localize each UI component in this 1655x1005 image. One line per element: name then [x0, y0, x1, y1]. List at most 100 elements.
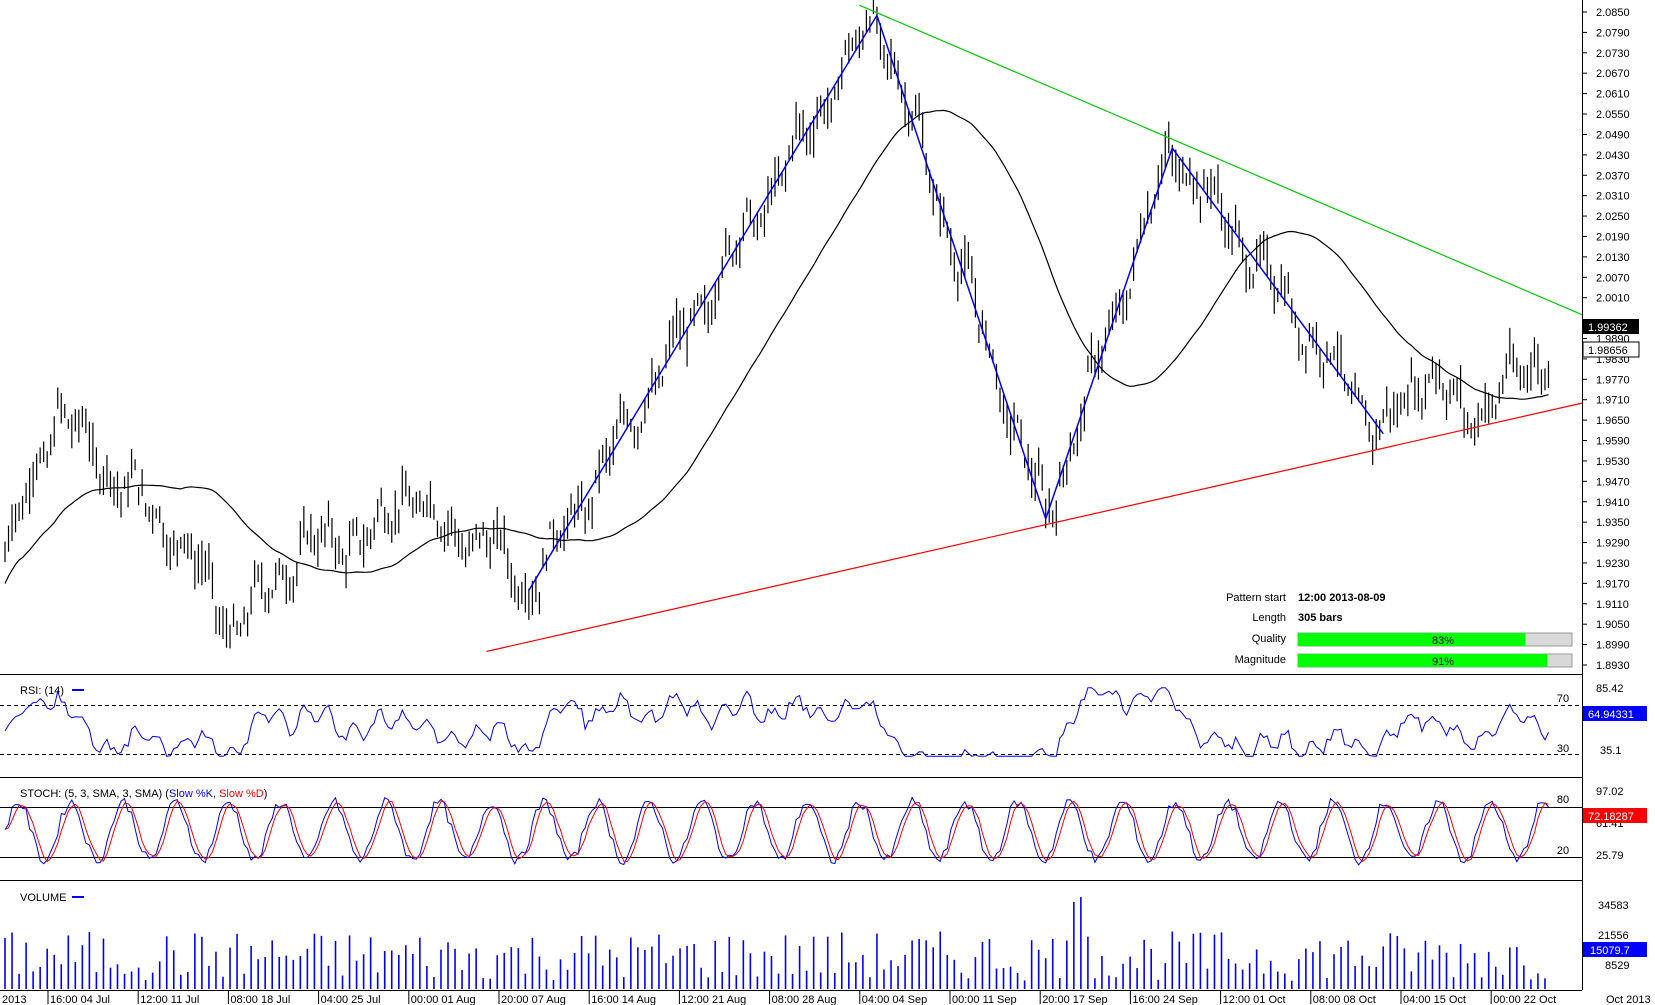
time-tick-label: 08:00 18 Jul	[230, 994, 290, 1005]
volume-value-badge-text: 15079.7	[1590, 945, 1630, 957]
price-tick-label: 2.0850	[1596, 7, 1630, 19]
magnitude-label: Magnitude	[1235, 654, 1286, 666]
rsi-level-30-label: 30	[1557, 743, 1569, 755]
stoch-title-suffix: )	[264, 788, 268, 800]
price-tick-label: 1.9350	[1596, 517, 1630, 529]
last-price-badge-text: 1.98656	[1588, 345, 1628, 357]
stoch-panel: STOCH: (5, 3, SMA, 3, SMA) (Slow %K, Slo…	[0, 786, 1647, 866]
volume-axis-tick-bottom: 8529	[1605, 960, 1629, 972]
price-tick-label: 2.0430	[1596, 150, 1630, 162]
price-tick-label: 2.0070	[1596, 272, 1630, 284]
stoch-title-sep: ,	[213, 788, 219, 800]
time-tick-label: 08:00 28 Aug	[772, 994, 837, 1005]
price-tick-label: 1.9170	[1596, 578, 1630, 590]
stoch-level-20-label: 20	[1557, 845, 1569, 857]
price-tick-label: 2.0010	[1596, 293, 1630, 305]
stoch-value-badge	[1583, 808, 1647, 823]
price-tick-label: 2.0190	[1596, 231, 1630, 243]
stoch-value-badge-text: 72.18287	[1588, 811, 1634, 823]
ma-value-badge-text: 1.99362	[1588, 322, 1628, 334]
stoch-level-80-label: 80	[1557, 794, 1569, 806]
moving-average-line	[4, 109, 1549, 584]
quality-label: Quality	[1252, 633, 1287, 645]
stoch-title-prefix: STOCH: (5, 3, SMA, 3, SMA) (	[20, 788, 169, 800]
price-tick-label: 1.9110	[1596, 599, 1629, 611]
pattern-info: Pattern start 12:00 2013-08-09 Length 30…	[1226, 592, 1573, 668]
price-tick-label: 1.9650	[1596, 415, 1630, 427]
price-tick-label: 1.9590	[1596, 436, 1630, 448]
volume-title: VOLUME	[20, 892, 66, 904]
time-tick-label: 12:00 01 Oct	[1223, 994, 1286, 1005]
stoch-k-label: Slow %K	[169, 788, 214, 800]
price-tick-label: 2.0550	[1596, 109, 1630, 121]
time-tick-label: 00:00 01 Aug	[411, 994, 476, 1005]
time-tick-label: 04:00 25 Jul	[321, 994, 381, 1005]
price-tick-label: 2.0370	[1596, 170, 1630, 182]
rsi-value-badge	[1583, 706, 1647, 721]
price-tick-label: 2.0130	[1596, 252, 1630, 264]
volume-bars	[4, 897, 1546, 989]
stoch-d-label: Slow %D	[219, 788, 264, 800]
time-tick-label: 20:00 07 Aug	[501, 994, 566, 1005]
time-tick-label: 08:00 08 Oct	[1313, 994, 1376, 1005]
volume-axis-tick-top: 34583	[1598, 900, 1629, 912]
price-tick-label: 2.0790	[1596, 27, 1630, 39]
price-axis: 2.0850 2.0790 2.0730 2.0670 2.0610 2.0550 2.04…	[1582, 7, 1630, 672]
price-tick-label: 1.9410	[1596, 497, 1630, 509]
magnitude-value: 91%	[1432, 656, 1454, 668]
stoch-d-line	[4, 800, 1549, 863]
volume-value-badge	[1583, 942, 1647, 957]
stoch-title: STOCH: (5, 3, SMA, 3, SMA) (Slow %K, Slo…	[20, 788, 267, 800]
price-tick-label: 1.9230	[1596, 558, 1630, 570]
rsi-axis-tick-top: 85.42	[1596, 683, 1624, 695]
volume-panel: VOLUME 34583 21556 8529 15079.7	[4, 892, 1647, 989]
price-tick-label: 2.0670	[1596, 68, 1630, 80]
time-tick-label: 04:00 15 Oct	[1403, 994, 1466, 1005]
rsi-title: RSI: (14)	[20, 685, 64, 697]
time-tick-label: 04:00 04 Sep	[862, 994, 927, 1005]
rsi-axis-tick-bottom: 35.1	[1600, 745, 1621, 757]
price-tick-label: 2.0250	[1596, 211, 1630, 223]
price-tick-label: 1.9470	[1596, 476, 1630, 488]
last-price-badge	[1582, 341, 1640, 358]
stoch-axis-tick-top: 97.02	[1596, 786, 1624, 798]
pattern-start-value: 12:00 2013-08-09	[1298, 592, 1385, 604]
stoch-axis-tick-bottom: 25.79	[1596, 850, 1624, 862]
price-tick-label: 1.9050	[1596, 619, 1630, 631]
price-tick-label: 2.0610	[1596, 89, 1630, 101]
time-tick-label: 12:00 21 Aug	[681, 994, 746, 1005]
time-tick-label: 16:00 04 Jul	[50, 994, 110, 1005]
rsi-line	[4, 687, 1549, 757]
price-tick-label: 1.9530	[1596, 456, 1630, 468]
quality-value: 83%	[1432, 635, 1454, 647]
price-tick-label: 1.8990	[1596, 640, 1630, 652]
price-tick-label: 2.0490	[1596, 129, 1630, 141]
time-tick-label: 12:00 11 Jul	[140, 994, 199, 1005]
resistance-trendline	[859, 4, 1582, 316]
panel-frames	[0, 0, 1583, 991]
time-tick-label: 2013	[2, 994, 26, 1005]
ma-value-badge	[1583, 319, 1639, 334]
rsi-panel: RSI: (14) 70 30 85.42 35.1 64.94331	[0, 683, 1647, 757]
magnitude-bar-fill	[1298, 654, 1548, 667]
time-tick-label: 16:00 24 Sep	[1132, 994, 1197, 1005]
pattern-zigzag	[528, 13, 1384, 591]
price-tick-label: 1.8930	[1596, 660, 1630, 672]
time-tick-label: 16:00 14 Aug	[591, 994, 656, 1005]
stoch-k-line	[4, 796, 1549, 866]
price-tick-label: 2.0310	[1596, 191, 1630, 203]
quality-bar-fill	[1298, 633, 1526, 646]
length-label: Length	[1252, 612, 1286, 624]
pattern-start-label: Pattern start	[1226, 592, 1286, 604]
time-axis: 2013 16:00 04 Jul 12:00 11 Jul 08:00 18 Jul…	[2, 990, 1651, 1005]
price-tick-label: 2.0730	[1596, 48, 1630, 60]
price-tick-label: 1.9290	[1596, 538, 1630, 550]
price-bars	[4, 0, 1550, 649]
rsi-value-badge-text: 64.94331	[1588, 709, 1634, 721]
rsi-level-70-label: 70	[1557, 693, 1569, 705]
time-tick-label: 00:00 22 Oct	[1493, 994, 1556, 1005]
time-tick-label: 00:00 11 Sep	[952, 994, 1017, 1005]
price-tick-label: 1.9710	[1596, 395, 1630, 407]
support-trendline	[486, 402, 1582, 652]
